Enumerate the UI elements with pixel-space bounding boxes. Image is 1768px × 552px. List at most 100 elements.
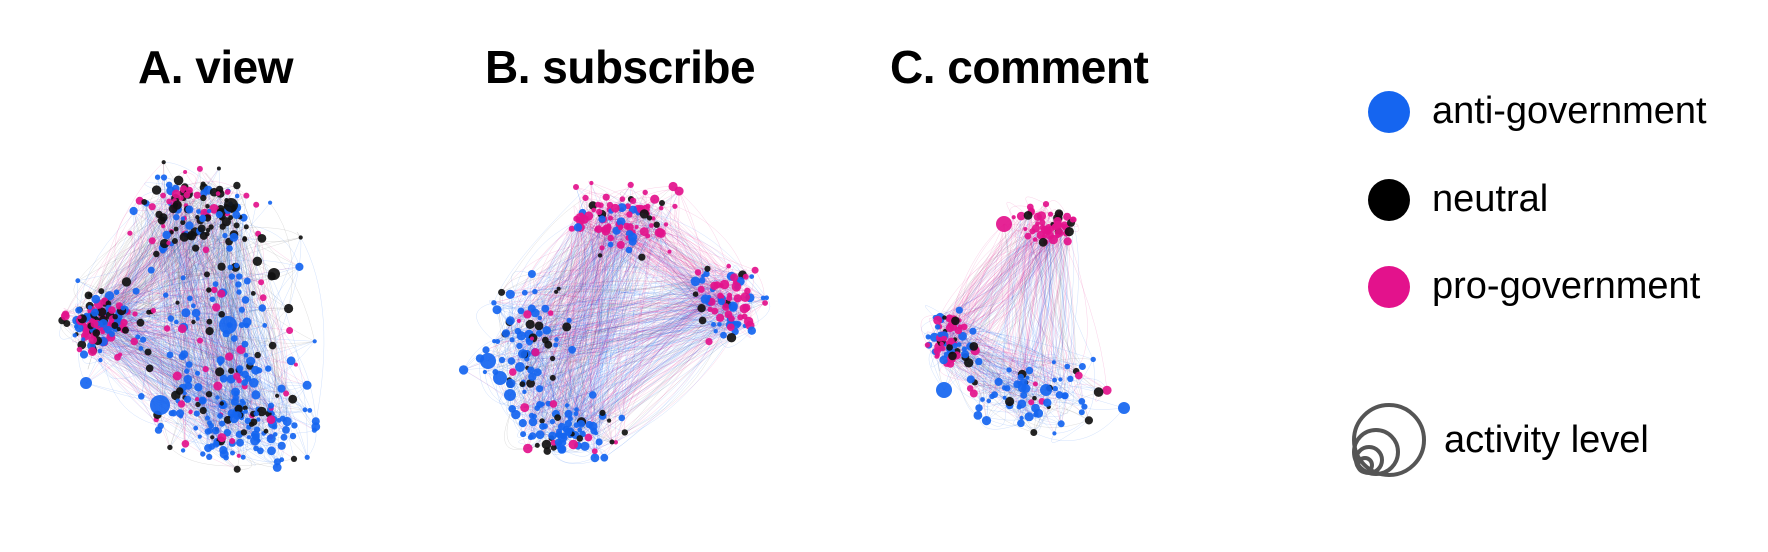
edge [213, 208, 255, 383]
edge [182, 204, 257, 451]
edge [79, 317, 225, 455]
edge [195, 341, 315, 429]
node-anti [212, 281, 219, 287]
node-anti [981, 416, 992, 426]
node-anti [573, 223, 583, 232]
edge [139, 200, 238, 416]
node-neutral [171, 238, 178, 244]
node-anti [289, 432, 297, 440]
node-anti [1078, 409, 1085, 416]
edge [162, 250, 240, 369]
node-anti [286, 356, 296, 366]
node-pro [629, 197, 637, 204]
edge [214, 248, 230, 440]
edge [207, 212, 222, 432]
edge [220, 208, 246, 345]
edge [147, 235, 205, 353]
node-anti [1090, 356, 1096, 363]
node-pro [724, 310, 733, 319]
edge [231, 276, 237, 398]
legend-swatch-pro-government [1368, 265, 1410, 308]
edge [175, 219, 209, 231]
node-anti [195, 316, 200, 321]
edge [239, 217, 272, 415]
edge [118, 328, 221, 368]
edge [110, 334, 246, 412]
node-neutral [122, 326, 129, 334]
node-pro [1032, 237, 1038, 242]
edge [104, 300, 310, 411]
node-anti [600, 453, 609, 462]
node-neutral [597, 253, 603, 258]
node-pro [213, 381, 223, 391]
node-neutral [275, 393, 280, 398]
node-anti [212, 426, 220, 435]
edge [134, 216, 241, 342]
node-anti [936, 382, 952, 398]
edge [109, 243, 165, 296]
node-pro [707, 306, 713, 312]
node-anti [518, 349, 528, 359]
edge [144, 201, 187, 372]
edge [209, 210, 238, 423]
node-anti [458, 365, 469, 375]
node-anti [242, 401, 246, 406]
node-pro [90, 319, 99, 328]
node-neutral [638, 253, 646, 261]
node-anti [174, 319, 179, 325]
node-anti [243, 352, 249, 358]
node-neutral [204, 271, 210, 278]
node-neutral [1064, 227, 1074, 237]
edge [171, 231, 276, 435]
edge [63, 308, 84, 318]
edge [125, 330, 236, 399]
node-neutral [121, 277, 132, 287]
node-anti [577, 420, 585, 428]
edge [194, 231, 316, 427]
edge [108, 312, 247, 331]
node-pro [166, 240, 171, 246]
edge [121, 189, 220, 313]
node-anti [272, 463, 282, 472]
node-anti [160, 174, 168, 181]
node-anti [246, 356, 256, 366]
edge [102, 202, 271, 312]
edge [200, 216, 221, 308]
node-anti [534, 405, 541, 411]
node-neutral [692, 291, 699, 298]
node-pro [718, 283, 724, 288]
node-anti [150, 395, 170, 415]
node-anti [557, 422, 566, 431]
node-neutral [243, 224, 249, 230]
node-anti [1040, 384, 1052, 396]
node-pro [568, 439, 579, 450]
node-pro [194, 397, 200, 402]
edge [100, 360, 150, 380]
node-anti [262, 323, 268, 328]
node-pro [77, 315, 82, 320]
legend-label-neutral: neutral [1432, 178, 1549, 220]
node-anti [735, 321, 742, 327]
edge [134, 192, 215, 315]
edge [147, 330, 290, 361]
node-anti [525, 337, 530, 343]
edge [177, 209, 185, 398]
edge [204, 208, 221, 398]
edge [111, 293, 222, 315]
node-anti [280, 433, 288, 441]
edge [204, 212, 308, 386]
edge [174, 240, 236, 402]
node-pro [283, 390, 290, 397]
edge [112, 234, 235, 320]
node-pro [229, 438, 236, 444]
edge [102, 273, 232, 321]
node-anti [185, 205, 194, 214]
network-view [58, 160, 325, 473]
edge [149, 368, 233, 442]
node-anti [618, 414, 626, 422]
node-pro [166, 198, 173, 205]
node-anti [527, 270, 536, 278]
node-anti [588, 391, 597, 399]
edge [476, 302, 495, 342]
node-neutral [1084, 416, 1093, 425]
